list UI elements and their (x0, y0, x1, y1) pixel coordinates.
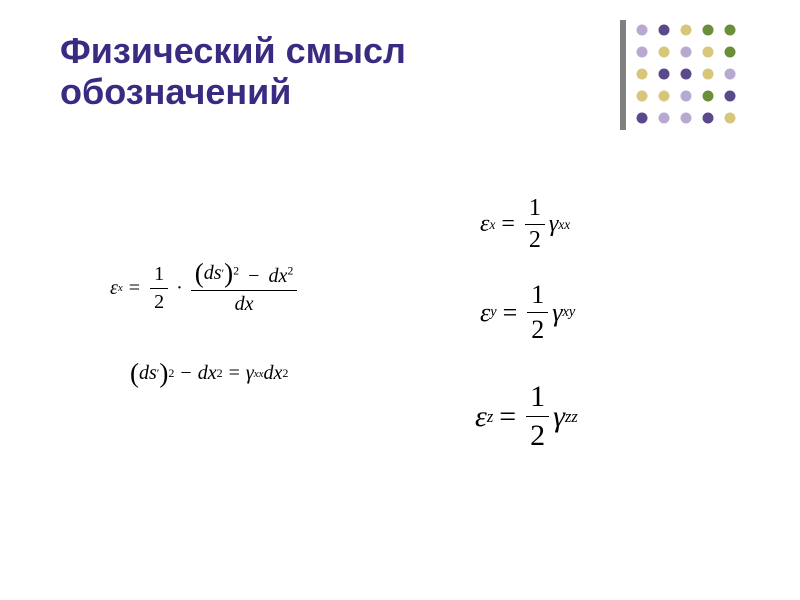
equals-sign: = (123, 277, 146, 300)
one-half: 1 2 (526, 380, 549, 453)
minus: − (174, 362, 197, 385)
main-fraction: (ds′) 2 − dx2 dx (191, 260, 298, 316)
half-num: 1 (526, 380, 549, 416)
lparen: ( (130, 360, 139, 387)
ds: ds (139, 362, 157, 385)
gamma-sub: xx (558, 217, 570, 233)
rparen: ) (224, 260, 233, 287)
equals-sign: = (497, 298, 524, 328)
dx2-sup: 2 (282, 366, 288, 381)
dx: dx (198, 362, 217, 385)
formula-eps-z: εz = 1 2 γzz (475, 380, 578, 453)
gamma-sub: xy (563, 304, 576, 321)
equals-sign: = (223, 362, 246, 385)
gamma-sub: zz (565, 407, 578, 427)
outer-sup: 2 (233, 263, 239, 277)
main-den: dx (191, 290, 298, 316)
half-num: 1 (527, 280, 548, 312)
page-title: Физический смысл обозначений (60, 30, 580, 113)
minus: − (244, 265, 263, 287)
main-num: (ds′) 2 − dx2 (191, 260, 298, 290)
one-half: 1 2 (525, 195, 545, 254)
rparen: ) (159, 360, 168, 387)
slide: Физический смысл обозначений εx = 1 2 · … (0, 0, 800, 600)
one-half: 1 2 (150, 263, 168, 314)
formula-ds-gamma: (ds′) 2 − dx2 = γxx dx2 (130, 360, 288, 388)
one-half: 1 2 (527, 280, 548, 345)
formula-eps-y: εy = 1 2 γxy (480, 280, 575, 345)
half-num: 1 (150, 263, 168, 288)
dot-operator: · (172, 277, 187, 300)
gamma-symbol: γ (246, 362, 254, 385)
ds: ds (204, 262, 222, 285)
formula-eps-x-definition: εx = 1 2 · (ds′) 2 − dx2 dx (110, 260, 301, 316)
half-den: 2 (527, 312, 548, 345)
gamma-symbol: γ (549, 211, 558, 238)
formula-eps-x: εx = 1 2 γxx (480, 195, 570, 254)
dx2: dx (264, 362, 283, 385)
lparen: ( (195, 260, 204, 287)
epsilon-symbol: ε (110, 277, 118, 300)
equals-sign: = (495, 211, 521, 238)
dx-sup: 2 (287, 263, 293, 277)
half-den: 2 (525, 224, 545, 254)
half-num: 1 (525, 195, 545, 224)
epsilon-symbol: ε (475, 400, 487, 434)
epsilon-symbol: ε (480, 298, 490, 328)
dx: dx (268, 265, 287, 287)
gamma-sub: xx (254, 368, 264, 380)
gamma-symbol: γ (552, 298, 562, 328)
equals-sign: = (493, 400, 522, 434)
gamma-symbol: γ (553, 400, 565, 434)
half-den: 2 (526, 416, 549, 453)
half-den: 2 (150, 288, 168, 314)
decor-dots (620, 20, 770, 150)
